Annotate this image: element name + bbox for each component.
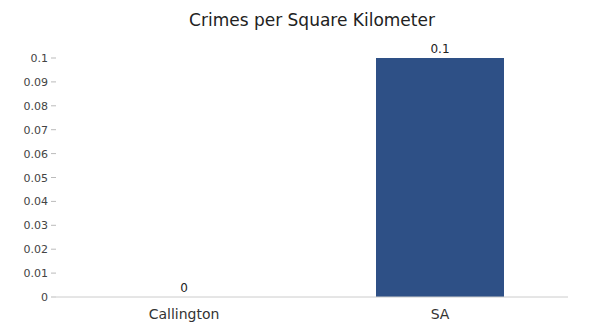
y-tick [51, 201, 56, 202]
x-tick-label: Callington [149, 306, 220, 322]
y-tick-label: 0.03 [24, 219, 49, 232]
data-label: 0 [180, 281, 188, 295]
y-tick [51, 129, 56, 130]
y-axis: 0 0.01 0.02 0.03 0.04 0.05 0.06 0.07 0.08 0.09 0.1 [24, 52, 57, 304]
x-axis-line [56, 297, 568, 298]
y-tick-label: 0.1 [31, 52, 49, 65]
y-tick-label: 0.02 [24, 243, 49, 256]
y-tick [51, 177, 56, 178]
y-tick-label: 0.06 [24, 148, 49, 161]
y-tick [51, 153, 56, 154]
y-tick [51, 249, 56, 250]
title: Crimes per Square Kilometer [189, 10, 435, 30]
y-tick-label: 0.08 [24, 100, 49, 113]
y-tick-label: 0.05 [24, 172, 49, 185]
data-label: 0.1 [430, 42, 449, 56]
y-tick-label: 0.01 [24, 267, 49, 280]
y-tick-label: 0 [41, 291, 48, 304]
bars [376, 58, 504, 297]
y-tick [51, 225, 56, 226]
chart: Crimes per Square Kilometer 0 0.01 0.02 0.03… [0, 0, 592, 333]
y-tick [51, 105, 56, 106]
y-tick [51, 58, 56, 59]
y-tick-label: 0.09 [24, 76, 49, 89]
x-tick-label: SA [431, 306, 450, 322]
y-tick-label: 0.04 [24, 195, 49, 208]
y-tick-label: 0.07 [24, 124, 49, 137]
y-tick [51, 81, 56, 82]
bar [376, 58, 504, 297]
y-tick [51, 273, 56, 274]
y-tick [51, 297, 56, 298]
